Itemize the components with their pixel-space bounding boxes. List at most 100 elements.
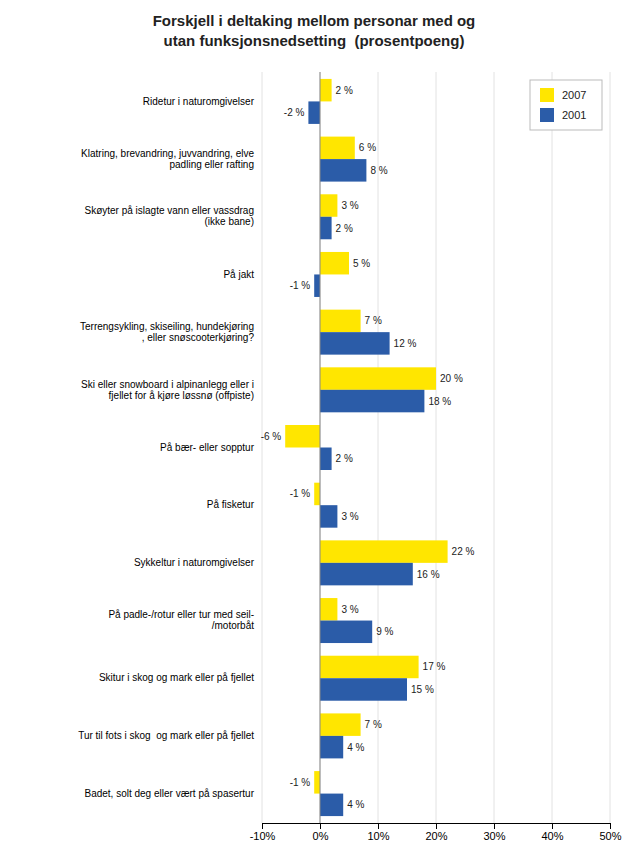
x-tick-mark [320, 823, 321, 829]
bar [320, 621, 372, 643]
x-axis-line [263, 824, 611, 830]
grid-line [378, 72, 379, 823]
x-tick: 20% [425, 823, 447, 842]
bar [320, 713, 361, 735]
bar [320, 505, 337, 527]
legend-swatch [540, 108, 554, 122]
bar [314, 274, 320, 296]
legend-swatch [540, 88, 554, 102]
x-tick: 10% [367, 823, 389, 842]
y-tick: Tur til fots i skog og mark eller på fje… [78, 730, 254, 741]
grid-line [610, 72, 611, 823]
legend-box [530, 80, 602, 130]
data-label: 6 % [359, 142, 376, 153]
bar [320, 137, 355, 159]
y-tick: På padle-/rotur eller tur med seil-/moto… [108, 609, 254, 631]
y-tick: Ridetur i naturomgivelser [143, 96, 255, 107]
x-tick: -10% [250, 823, 276, 842]
bar [320, 598, 337, 620]
legend-label: 2007 [562, 89, 586, 101]
data-label: 3 % [341, 604, 358, 615]
data-label: 7 % [365, 719, 382, 730]
legend: 2007 2001 [530, 80, 602, 130]
data-label: 3 % [341, 511, 358, 522]
data-label: 5 % [353, 258, 370, 269]
y-tick-label: Sykkeltur i naturomgivelser [134, 557, 255, 568]
y-tick: Ski eller snowboard i alpinanlegg eller … [81, 379, 254, 401]
bar [320, 794, 343, 816]
y-tick-label: Klatring, brevandring, juvvandring, elve… [81, 148, 254, 170]
x-tick-label: 30% [483, 830, 505, 842]
bar [320, 159, 366, 181]
legend-label: 2001 [562, 109, 586, 121]
x-tick-label: -10% [250, 830, 276, 842]
bar [320, 563, 413, 585]
bar [314, 483, 320, 505]
y-tick-label: Skitur i skog og mark eller på fjellet [99, 672, 254, 683]
zero-line [320, 72, 321, 823]
x-tick-label: 40% [541, 830, 563, 842]
data-label: 17 % [423, 661, 446, 672]
x-tick: 0% [313, 823, 329, 842]
x-tick-mark [378, 823, 379, 829]
y-tick-label: Ridetur i naturomgivelser [143, 96, 255, 107]
x-tick-label: 0% [313, 830, 329, 842]
bar [308, 101, 320, 123]
y-tick: På bær- eller sopptur [160, 442, 255, 453]
y-tick: Badet, solt deg eller vært på spasertur [84, 788, 254, 799]
bar [320, 367, 436, 389]
bar [320, 252, 349, 274]
data-label: 4 % [347, 799, 364, 810]
data-label: 4 % [347, 742, 364, 753]
bar [320, 390, 424, 412]
grid-line [262, 72, 263, 823]
y-tick: Klatring, brevandring, juvvandring, elve… [81, 148, 254, 170]
data-label: 9 % [376, 626, 393, 637]
data-label: 18 % [428, 396, 451, 407]
bar [314, 771, 320, 793]
y-tick: På fisketur [207, 499, 255, 510]
y-tick-label: På jakt [223, 269, 254, 280]
data-label: -1 % [290, 777, 311, 788]
x-tick-mark [494, 823, 495, 829]
data-label: 2 % [336, 223, 353, 234]
legend-item: 2007 [540, 88, 586, 102]
x-tick: 30% [483, 823, 505, 842]
y-tick: Sykkeltur i naturomgivelser [134, 557, 255, 568]
x-tick: 50% [599, 823, 621, 842]
y-tick-label: Skøyter på islagte vann eller vassdrag(i… [84, 205, 254, 227]
y-tick: Skitur i skog og mark eller på fjellet [99, 672, 254, 683]
data-label: 16 % [417, 569, 440, 580]
title: Forskjell i deltaking mellom personar me… [153, 12, 476, 49]
x-axis: -10% 0% 10% 20% 30% 40% 50% [250, 823, 622, 842]
data-label: 15 % [411, 684, 434, 695]
data-label: 20 % [440, 373, 463, 384]
data-labels: 2 %6 %3 %5 %7 %20 %-6 %-1 %22 %3 %17 %7 … [261, 85, 475, 811]
bars [285, 79, 447, 816]
y-tick-label: Tur til fots i skog og mark eller på fje… [78, 730, 254, 741]
data-label: 22 % [452, 546, 475, 557]
bar [320, 540, 448, 562]
data-label: 3 % [341, 200, 358, 211]
y-tick: Terrengsykling, skiseiling, hundekjøring… [80, 321, 254, 343]
bar [320, 310, 361, 332]
bar [320, 448, 332, 470]
grid-line [436, 72, 437, 823]
grid [262, 72, 610, 823]
data-label: -1 % [290, 488, 311, 499]
bar [320, 656, 419, 678]
x-tick-mark [262, 823, 263, 829]
data-label: -6 % [261, 431, 282, 442]
data-label: 2 % [336, 85, 353, 96]
x-tick-label: 20% [425, 830, 447, 842]
x-tick-mark [610, 823, 611, 829]
y-tick-label: Ski eller snowboard i alpinanlegg eller … [81, 379, 254, 401]
data-label: -2 % [284, 107, 305, 118]
bar [320, 79, 332, 101]
y-tick: På jakt [223, 269, 254, 280]
y-axis: Ridetur i naturomgivelser Klatring, breva… [78, 96, 254, 799]
y-tick-label: Badet, solt deg eller vært på spasertur [84, 788, 254, 799]
plot: 2 %6 %3 %5 %7 %20 %-6 %-1 %22 %3 %17 %7 … [78, 72, 622, 842]
x-tick: 40% [541, 823, 563, 842]
bar [285, 425, 320, 447]
